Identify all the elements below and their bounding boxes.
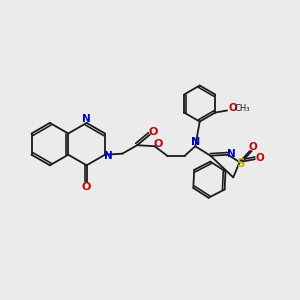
- Text: N: N: [82, 114, 91, 124]
- Text: O: O: [148, 127, 158, 137]
- Text: O: O: [154, 139, 163, 149]
- Text: N: N: [104, 151, 113, 161]
- Text: N: N: [227, 149, 236, 159]
- Text: N: N: [191, 137, 200, 147]
- Text: O: O: [82, 182, 91, 192]
- Text: S: S: [236, 157, 245, 170]
- Text: O: O: [256, 153, 265, 163]
- Text: CH₃: CH₃: [235, 103, 250, 112]
- Text: O: O: [229, 103, 237, 113]
- Text: O: O: [248, 142, 257, 152]
